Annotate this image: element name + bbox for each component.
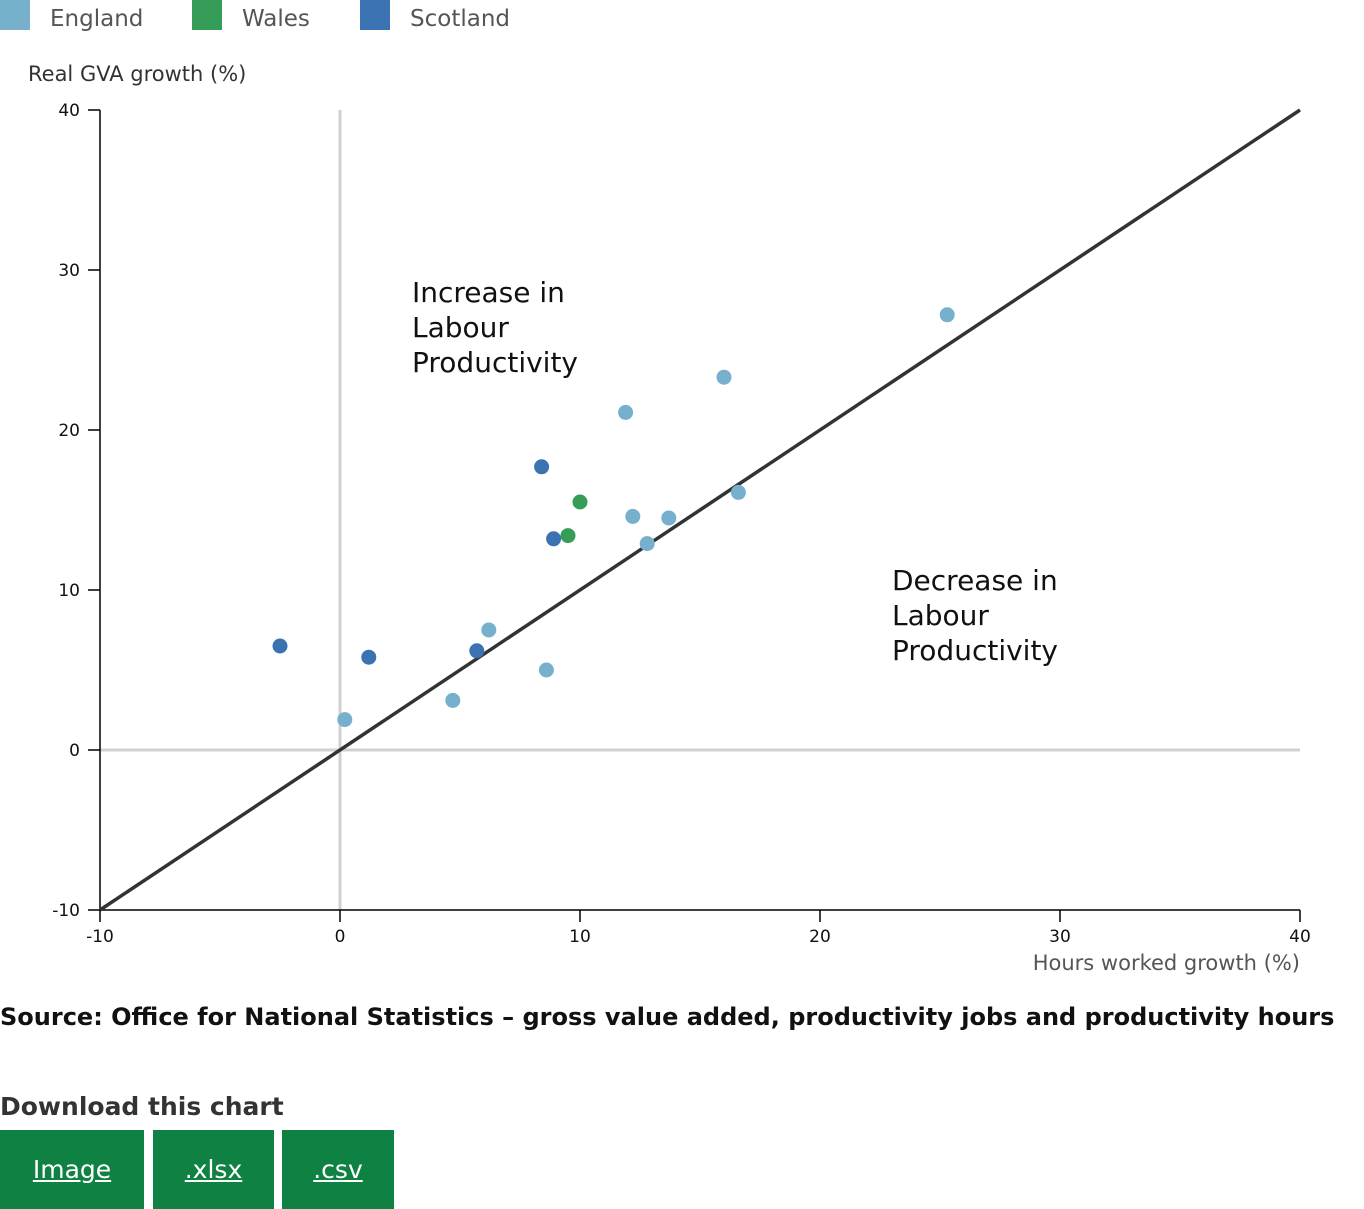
y-tick-label: 0 (69, 741, 80, 761)
data-point-scotland (546, 531, 562, 547)
x-tick-label: 10 (569, 927, 591, 947)
download-xlsx-button[interactable]: .xlsx (153, 1130, 274, 1209)
source-text: Source: Office for National Statistics –… (0, 1003, 1335, 1031)
data-point-england (337, 712, 353, 728)
y-tick-label: 30 (58, 261, 80, 281)
download-image-button[interactable]: Image (0, 1130, 144, 1209)
annotation-line: Productivity (412, 346, 578, 379)
y-axis-label: Real GVA growth (%) (28, 62, 246, 86)
legend-swatch-wales (192, 0, 222, 30)
data-point-england (730, 484, 746, 500)
scatter-chart: -10 0 10 20 30 40 -10 0 10 20 30 40 Real GVA growth … (28, 62, 1311, 975)
y-tick-label: 10 (58, 581, 80, 601)
data-point-england (618, 404, 634, 420)
download-title: Download this chart (0, 1092, 284, 1121)
data-point-england (445, 692, 461, 708)
x-tick-label: 30 (1049, 927, 1071, 947)
data-point-scotland (361, 649, 377, 665)
annotation-1: Decrease in Labour Productivity (892, 564, 1058, 667)
data-point-england (481, 622, 497, 638)
legend-label-scotland: Scotland (410, 6, 510, 32)
legend-label-wales: Wales (242, 6, 310, 32)
x-tick-label: 0 (335, 927, 346, 947)
data-point-scotland (469, 643, 485, 659)
annotation-0: Increase in Labour Productivity (412, 276, 578, 379)
download-csv-button[interactable]: .csv (282, 1130, 394, 1209)
data-point-england (716, 369, 732, 385)
data-point-scotland (272, 638, 288, 654)
y-tick-label: -10 (52, 901, 80, 921)
annotation-line: Increase in (412, 276, 565, 309)
legend-swatch-england (0, 0, 30, 30)
annotation-line: Productivity (892, 634, 1058, 667)
data-point-scotland (534, 459, 550, 475)
annotation-line: Labour (412, 311, 509, 344)
data-point-england (661, 510, 677, 526)
legend-label-england: England (50, 6, 144, 32)
y-tick-label: 40 (58, 101, 80, 121)
data-point-england (639, 536, 655, 552)
data-point-wales (572, 494, 588, 510)
annotation-line: Decrease in (892, 564, 1058, 597)
annotation-line: Labour (892, 599, 989, 632)
data-point-england (625, 508, 641, 524)
data-point-wales (560, 528, 576, 544)
x-tick-label: -10 (86, 927, 114, 947)
equal-growth-line (99, 108, 1301, 912)
x-tick-label: 20 (809, 927, 831, 947)
x-axis-label: Hours worked growth (%) (1033, 951, 1300, 975)
chart-legend: England Wales Scotland (0, 0, 700, 40)
x-tick-label: 40 (1289, 927, 1311, 947)
data-point-england (538, 662, 554, 678)
y-tick-label: 20 (58, 421, 80, 441)
legend-swatch-scotland (360, 0, 390, 30)
data-point-england (939, 307, 955, 323)
